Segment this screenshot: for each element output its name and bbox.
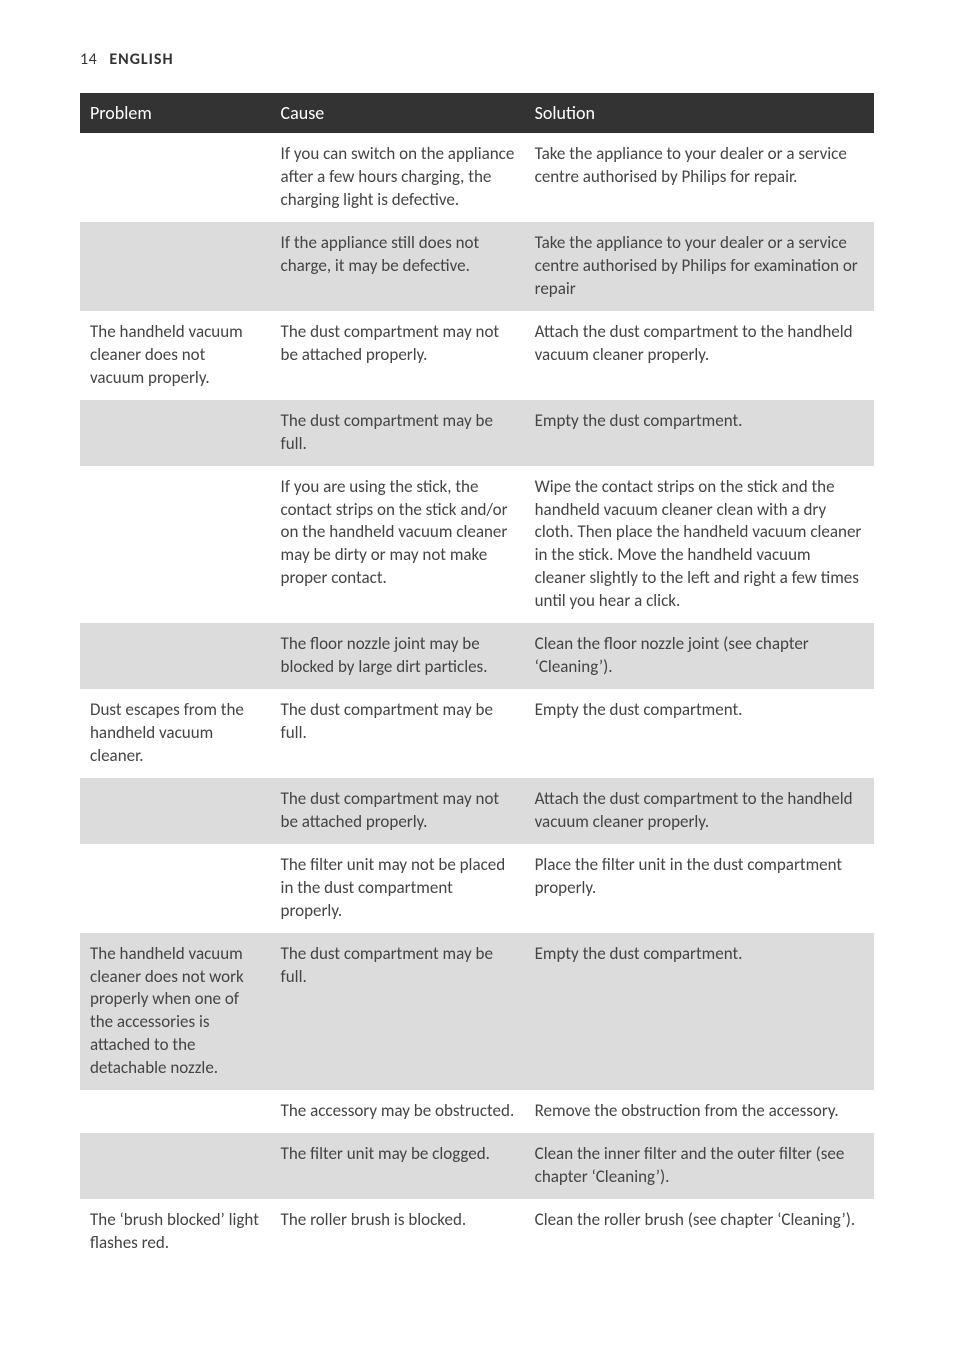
cell-problem xyxy=(80,778,271,844)
cell-solution: Clean the inner filter and the outer fil… xyxy=(525,1133,874,1199)
cell-problem: The handheld vacuum cleaner does not vac… xyxy=(80,311,271,400)
cell-cause: The floor nozzle joint may be blocked by… xyxy=(271,623,525,689)
cell-problem: Dust escapes from the handheld vacuum cl… xyxy=(80,689,271,778)
cell-cause: If you are using the stick, the contact … xyxy=(271,466,525,624)
cell-solution: Wipe the contact strips on the stick and… xyxy=(525,466,874,624)
col-header-problem: Problem xyxy=(80,93,271,133)
cell-cause: The filter unit may be clogged. xyxy=(271,1133,525,1199)
table-row: If the appliance still does not charge, … xyxy=(80,222,874,311)
cell-problem xyxy=(80,133,271,222)
table-row: The handheld vacuum cleaner does not wor… xyxy=(80,933,874,1091)
table-row: The dust compartment may be full.Empty t… xyxy=(80,400,874,466)
page-header: 14 ENGLISH xyxy=(80,50,874,69)
table-row: The filter unit may be clogged.Clean the… xyxy=(80,1133,874,1199)
cell-solution: Empty the dust compartment. xyxy=(525,400,874,466)
cell-problem xyxy=(80,466,271,624)
cell-solution: Attach the dust compartment to the handh… xyxy=(525,778,874,844)
cell-cause: The filter unit may not be placed in the… xyxy=(271,844,525,933)
table-row: If you are using the stick, the contact … xyxy=(80,466,874,624)
cell-problem xyxy=(80,844,271,933)
cell-cause: The dust compartment may be full. xyxy=(271,400,525,466)
table-row: The accessory may be obstructed.Remove t… xyxy=(80,1090,874,1133)
cell-problem xyxy=(80,222,271,311)
col-header-cause: Cause xyxy=(271,93,525,133)
col-header-solution: Solution xyxy=(525,93,874,133)
cell-cause: The accessory may be obstructed. xyxy=(271,1090,525,1133)
table-row: If you can switch on the appliance after… xyxy=(80,133,874,222)
cell-problem xyxy=(80,400,271,466)
cell-cause: The dust compartment may not be attached… xyxy=(271,311,525,400)
cell-cause: The dust compartment may be full. xyxy=(271,933,525,1091)
cell-cause: If the appliance still does not charge, … xyxy=(271,222,525,311)
table-row: Dust escapes from the handheld vacuum cl… xyxy=(80,689,874,778)
table-body: If you can switch on the appliance after… xyxy=(80,133,874,1265)
cell-solution: Place the filter unit in the dust compar… xyxy=(525,844,874,933)
cell-cause: The roller brush is blocked. xyxy=(271,1199,525,1265)
cell-problem: The handheld vacuum cleaner does not wor… xyxy=(80,933,271,1091)
cell-cause: If you can switch on the appliance after… xyxy=(271,133,525,222)
table-row: The ‘brush blocked’ light flashes red.Th… xyxy=(80,1199,874,1265)
troubleshooting-table: Problem Cause Solution If you can switch… xyxy=(80,93,874,1265)
cell-solution: Empty the dust compartment. xyxy=(525,933,874,1091)
cell-problem xyxy=(80,623,271,689)
table-header-row: Problem Cause Solution xyxy=(80,93,874,133)
cell-solution: Attach the dust compartment to the handh… xyxy=(525,311,874,400)
cell-solution: Clean the roller brush (see chapter ‘Cle… xyxy=(525,1199,874,1265)
cell-solution: Remove the obstruction from the accessor… xyxy=(525,1090,874,1133)
table-row: The handheld vacuum cleaner does not vac… xyxy=(80,311,874,400)
table-row: The filter unit may not be placed in the… xyxy=(80,844,874,933)
page-number: 14 xyxy=(80,50,97,69)
cell-solution: Take the appliance to your dealer or a s… xyxy=(525,133,874,222)
cell-solution: Take the appliance to your dealer or a s… xyxy=(525,222,874,311)
cell-problem xyxy=(80,1133,271,1199)
cell-problem: The ‘brush blocked’ light flashes red. xyxy=(80,1199,271,1265)
cell-problem xyxy=(80,1090,271,1133)
cell-solution: Empty the dust compartment. xyxy=(525,689,874,778)
cell-cause: The dust compartment may not be attached… xyxy=(271,778,525,844)
table-row: The floor nozzle joint may be blocked by… xyxy=(80,623,874,689)
table-row: The dust compartment may not be attached… xyxy=(80,778,874,844)
cell-solution: Clean the floor nozzle joint (see chapte… xyxy=(525,623,874,689)
cell-cause: The dust compartment may be full. xyxy=(271,689,525,778)
page-language: ENGLISH xyxy=(109,50,173,69)
